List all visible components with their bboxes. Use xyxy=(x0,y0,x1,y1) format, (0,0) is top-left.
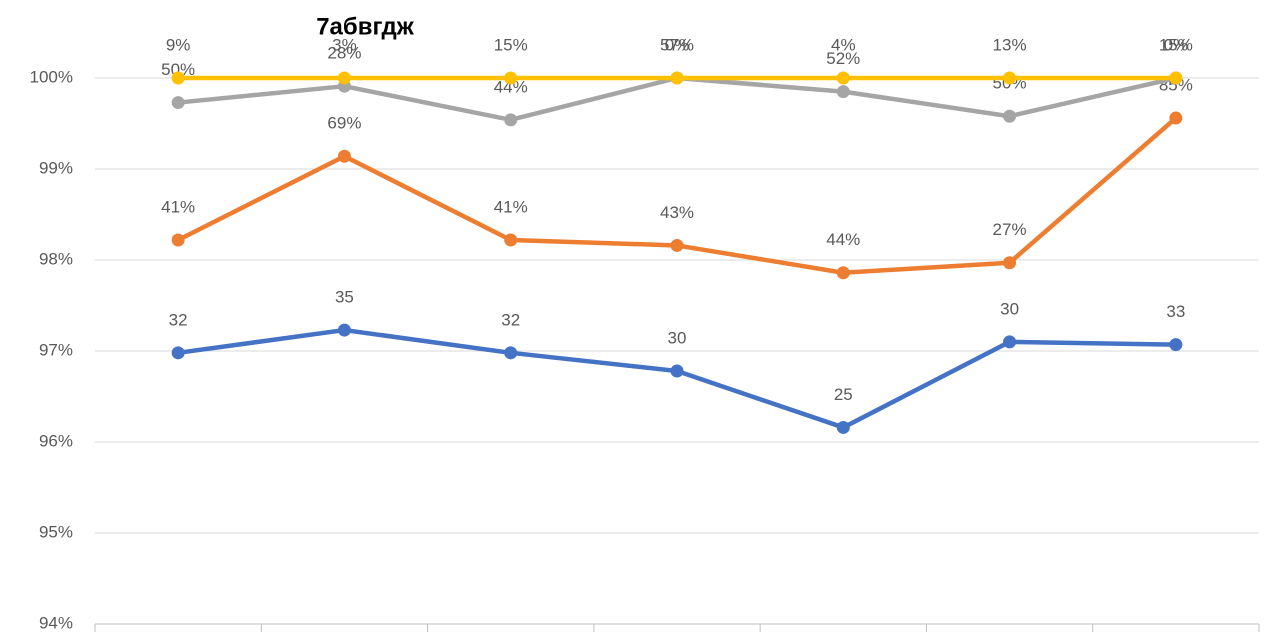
data-point xyxy=(670,238,684,252)
data-point xyxy=(504,71,518,85)
data-point xyxy=(504,346,518,360)
data-label: 30 xyxy=(1000,299,1019,318)
data-point xyxy=(1169,338,1183,352)
data-point xyxy=(836,85,850,99)
y-tick-label: 98% xyxy=(39,249,73,268)
data-label: 28% xyxy=(327,44,361,63)
data-point xyxy=(1169,111,1183,125)
data-label: 57% xyxy=(660,35,694,54)
data-point xyxy=(171,233,185,247)
data-point xyxy=(337,71,351,85)
data-point xyxy=(836,71,850,85)
data-label: 32 xyxy=(169,310,188,329)
y-tick-label: 96% xyxy=(39,431,73,450)
data-point xyxy=(504,113,518,127)
data-point xyxy=(504,233,518,247)
data-label: 44% xyxy=(826,230,860,249)
data-point xyxy=(1003,109,1017,123)
data-label: 35 xyxy=(335,288,354,307)
data-point xyxy=(1003,256,1017,270)
data-label: 50% xyxy=(161,60,195,79)
data-label: 0% xyxy=(665,35,690,54)
data-label: 33 xyxy=(1166,302,1185,321)
data-label: 15% xyxy=(494,35,528,54)
data-label: 52% xyxy=(826,49,860,68)
data-label: 0% xyxy=(1164,35,1189,54)
data-point xyxy=(171,71,185,85)
data-label: 44% xyxy=(494,77,528,96)
data-label: 15% xyxy=(1159,35,1193,54)
data-label: 41% xyxy=(161,197,195,216)
data-point xyxy=(1169,71,1183,85)
data-label: 32 xyxy=(501,310,520,329)
y-tick-label: 100% xyxy=(30,67,73,86)
data-label: 4% xyxy=(831,35,856,54)
data-point xyxy=(171,96,185,110)
data-label: 69% xyxy=(327,114,361,133)
data-label: 41% xyxy=(494,197,528,216)
data-label: 13% xyxy=(993,35,1027,54)
data-label: 25 xyxy=(834,385,853,404)
chart-title: 7абвгдж xyxy=(316,13,415,40)
data-point xyxy=(836,266,850,280)
data-label: 30 xyxy=(668,329,687,348)
data-point xyxy=(670,71,684,85)
data-label: 43% xyxy=(660,203,694,222)
data-point xyxy=(1003,71,1017,85)
data-point xyxy=(171,346,185,360)
data-point xyxy=(836,420,850,434)
data-point xyxy=(337,149,351,163)
y-tick-label: 94% xyxy=(39,613,73,632)
y-tick-label: 95% xyxy=(39,522,73,541)
y-tick-label: 97% xyxy=(39,340,73,359)
data-point xyxy=(1003,335,1017,349)
y-tick-label: 99% xyxy=(39,158,73,177)
data-point xyxy=(670,364,684,378)
data-label: 27% xyxy=(993,220,1027,239)
data-label: 3% xyxy=(332,35,357,54)
data-point xyxy=(337,323,351,337)
data-label: 9% xyxy=(166,35,191,54)
